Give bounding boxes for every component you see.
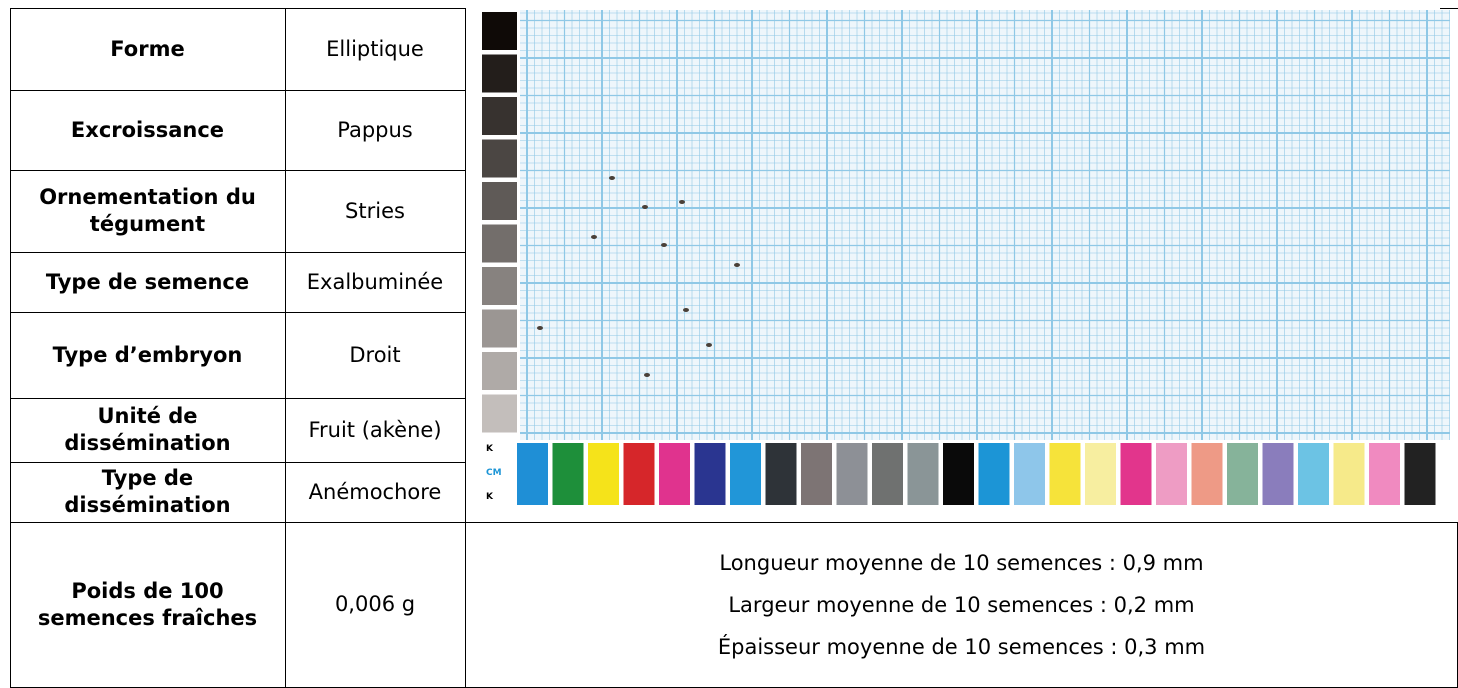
border [10,252,465,253]
color-swatch [872,443,903,505]
paper [520,10,1450,440]
gray-patch [482,12,517,50]
measurement: Longueur moyenne de 10 semences : 0,9 mm [719,551,1204,575]
row-value: 0,006 g [334,592,416,616]
color-swatch [730,443,761,505]
color-swatch [1227,443,1258,505]
color-swatch [1404,443,1436,505]
color-swatch [1120,443,1152,505]
color-swatch [978,443,1010,505]
color-swatch [552,443,584,505]
row-label: Type de semence [45,269,250,294]
row-value: Pappus [337,117,413,142]
row-value: Droit [349,342,401,367]
color-swatch [694,443,726,505]
border [10,90,465,91]
color-swatch [907,443,939,505]
gray-patch [482,394,517,433]
gray-patch [482,54,517,93]
seed [679,200,685,204]
measurements: Longueur moyenne de 10 semences : 0,9 mm… [466,522,1457,688]
measurement: Épaisseur moyenne de 10 semences : 0,3 m… [717,635,1206,659]
border [465,8,466,688]
row-value: Stries [345,198,405,223]
color-swatch [1156,443,1187,505]
color-swatch [943,443,974,505]
color-strip-label-bg [482,443,517,505]
color-swatch [1262,443,1294,505]
border [10,462,465,463]
color-swatch [1333,443,1365,505]
colorbar-label: K [486,492,494,502]
seed [683,308,689,312]
border [1440,8,1458,9]
color-swatch [1191,443,1223,505]
seed [661,243,667,247]
border [10,398,465,399]
measurement: Largeur moyenne de 10 semences : 0,2 mm [728,593,1195,617]
seed [734,263,740,267]
color-swatch [1369,443,1400,505]
border [10,522,1457,523]
gray-patch [482,309,517,348]
gray-patch [482,97,517,135]
colorbar-label: CM [486,468,502,478]
border [285,8,286,688]
row-label: Unité de dissémination [64,404,231,455]
color-swatch [588,443,619,505]
seed [642,205,648,209]
gray-patch [482,224,517,263]
row-label: Forme [110,36,185,61]
seed [644,373,650,377]
color-swatch [1085,443,1116,505]
seed [609,176,615,180]
colorbar-label: K [486,444,494,454]
gray-patch [482,352,517,390]
color-swatch [517,443,548,505]
gray-patch [482,182,517,220]
row-label: Type d’embryon [52,342,243,367]
border [10,8,11,688]
color-swatch [801,443,832,505]
row-label: Type de dissémination [64,466,231,517]
color-swatch [623,443,655,505]
border [10,312,465,313]
color-swatch [765,443,797,505]
color-swatch [1014,443,1045,505]
gray-patch [482,267,517,305]
color-swatch [659,443,690,505]
row-value: Anémochore [308,479,442,504]
seed [537,326,543,330]
row-label: Poids de 100 semences fraîches [37,578,258,630]
border [10,170,465,171]
row-value: Exalbuminée [306,269,444,294]
row-value: Elliptique [326,36,424,61]
row-label: Ornementation du tégument [39,185,256,236]
row-value: Fruit (akène) [308,417,442,442]
seed [591,235,597,239]
row-label: Excroissance [70,117,225,142]
seed [706,343,712,347]
color-swatch [836,443,868,505]
color-swatch [1298,443,1329,505]
color-swatch [1049,443,1081,505]
gray-patch [482,139,517,178]
border [10,8,465,9]
